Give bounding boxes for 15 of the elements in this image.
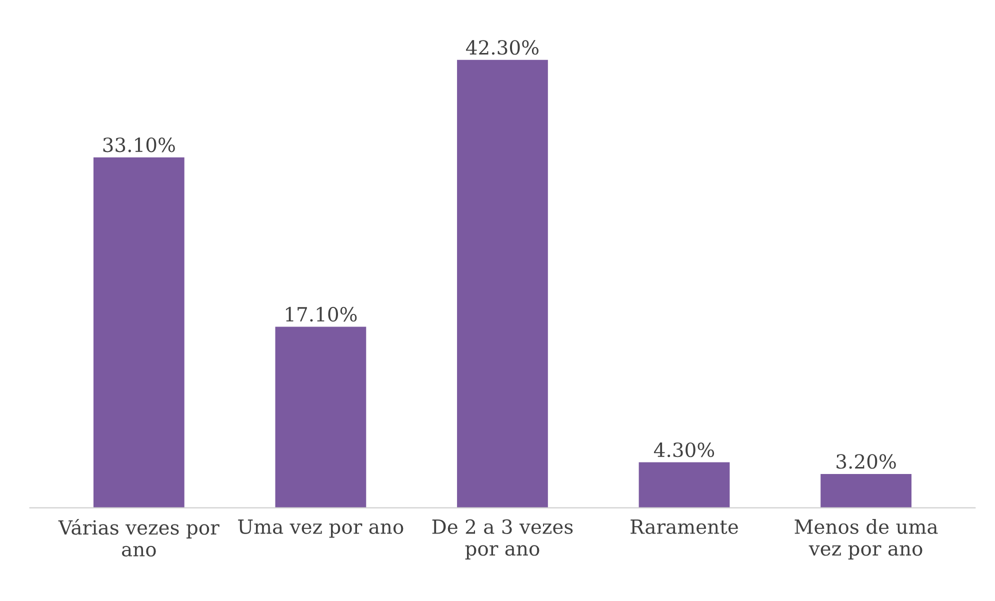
x-tick-label: De 2 a 3 vezes por ano: [432, 519, 573, 560]
x-tick-label: Várias vezes por ano: [58, 518, 220, 557]
bar: [457, 60, 548, 508]
data-label: 33.10%: [103, 137, 175, 152]
data-label: 17.10%: [286, 306, 357, 322]
bar: [93, 157, 184, 508]
data-label: 4.30%: [654, 442, 714, 458]
x-tick-label: Uma vez por ano: [238, 520, 404, 538]
x-tick-label: Menos de uma vez por ano: [794, 518, 938, 560]
x-tick-label: Raramente: [630, 520, 738, 534]
bar: [820, 474, 912, 508]
data-label: 3.20%: [836, 454, 896, 469]
bar: [275, 326, 366, 508]
bar: [638, 462, 730, 508]
data-label: 42.30%: [466, 40, 538, 55]
